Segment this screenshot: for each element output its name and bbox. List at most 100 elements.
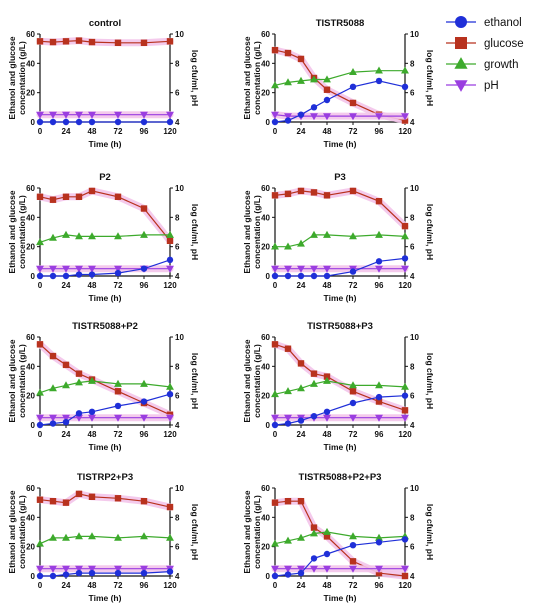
glucose-point bbox=[88, 493, 96, 500]
ethanol-point bbox=[284, 420, 292, 427]
left-tick-label: 0 bbox=[31, 272, 36, 281]
growth-point bbox=[375, 230, 383, 238]
pH-point bbox=[401, 265, 409, 273]
x-tick-label: 48 bbox=[323, 281, 332, 290]
ethanol-point bbox=[401, 536, 409, 543]
left-tick-label: 0 bbox=[266, 118, 271, 127]
glucose-line bbox=[274, 500, 406, 577]
pH-point bbox=[375, 414, 383, 422]
ethanol-point bbox=[114, 402, 122, 410]
growth-point bbox=[323, 230, 331, 238]
x-tick-label: 0 bbox=[273, 127, 278, 136]
panel-title: control bbox=[89, 18, 121, 29]
y-axis-label-line: Ethanol and glucose bbox=[7, 339, 17, 422]
ethanol-point bbox=[297, 111, 305, 118]
y-axis-label-line: Ethanol and glucose bbox=[7, 36, 17, 119]
panel-title: P3 bbox=[334, 172, 346, 183]
y2-axis-label: log cfu/ml, pH bbox=[425, 353, 435, 409]
ethanol-point bbox=[349, 399, 357, 407]
glucose-point bbox=[62, 193, 70, 200]
y-axis-label-line: concentation (g/L) bbox=[17, 344, 27, 418]
glucose-line bbox=[39, 190, 171, 242]
glucose-point bbox=[349, 388, 357, 395]
x-tick-label: 48 bbox=[88, 581, 97, 590]
left-tick-label: 40 bbox=[261, 213, 270, 222]
glucose-point bbox=[36, 38, 44, 45]
glucose-point bbox=[49, 498, 57, 505]
x-tick-label: 0 bbox=[38, 281, 43, 290]
x-axis-label: Time (h) bbox=[324, 293, 357, 303]
pH-point bbox=[401, 414, 409, 422]
chart-panel: P3 0 20 40 60 4 6 8 10 0 24 48 72 96 120 Time (h) Ethano… bbox=[242, 172, 435, 303]
glucose-point bbox=[166, 38, 174, 45]
growth-point bbox=[375, 66, 383, 74]
x-tick-label: 96 bbox=[140, 127, 149, 136]
growth-point bbox=[49, 384, 57, 392]
ethanol-point bbox=[49, 272, 57, 280]
growth-point bbox=[349, 67, 357, 76]
pH-point bbox=[49, 265, 57, 273]
glucose-point bbox=[401, 407, 409, 414]
x-tick-label: 120 bbox=[398, 127, 412, 136]
growth-line bbox=[274, 531, 406, 545]
ethanol-point bbox=[349, 83, 357, 91]
right-tick-label: 6 bbox=[175, 243, 180, 252]
glucose-point bbox=[114, 39, 122, 46]
ethanol-point bbox=[88, 271, 96, 278]
ethanol-point bbox=[36, 272, 44, 280]
glucose-point bbox=[310, 370, 318, 377]
ethanol-point bbox=[140, 118, 148, 126]
ethanol-point bbox=[62, 418, 70, 426]
x-tick-label: 72 bbox=[114, 127, 123, 136]
left-tick-label: 20 bbox=[26, 392, 35, 401]
pH-point bbox=[114, 414, 122, 422]
y-axis-label: Ethanol and glucoseconcentation (g/L) bbox=[242, 339, 262, 422]
x-tick-label: 24 bbox=[62, 430, 71, 439]
right-tick-label: 8 bbox=[175, 362, 180, 371]
glucose-point bbox=[88, 38, 96, 46]
x-tick-label: 120 bbox=[163, 581, 177, 590]
x-tick-label: 24 bbox=[297, 281, 306, 290]
pH-point bbox=[62, 111, 70, 119]
x-tick-label: 72 bbox=[114, 281, 123, 290]
right-tick-label: 4 bbox=[410, 272, 415, 281]
panel-title: TISTR5088+P3 bbox=[307, 321, 373, 332]
x-tick-label: 120 bbox=[398, 281, 412, 290]
ethanol-point bbox=[271, 272, 279, 280]
glucose-point bbox=[166, 237, 174, 244]
y2-axis-label: log cfu/ml, pH bbox=[425, 50, 435, 106]
panel-title: TISTR5088+P2+P3 bbox=[299, 472, 382, 483]
left-tick-label: 0 bbox=[31, 572, 36, 581]
left-tick-label: 60 bbox=[261, 333, 270, 342]
pH-point bbox=[271, 111, 279, 119]
glucose-point bbox=[349, 99, 357, 107]
glucose-point bbox=[166, 503, 174, 511]
glucose-point bbox=[323, 86, 331, 93]
chart-panel: P2 0 20 40 60 4 6 8 10 0 24 48 72 96 120 Time (h) Ethano… bbox=[7, 172, 200, 303]
growth-point bbox=[323, 527, 331, 535]
glucose-point bbox=[75, 193, 83, 200]
ethanol-point bbox=[166, 256, 174, 264]
growth-line bbox=[275, 234, 406, 248]
growth-point bbox=[284, 242, 292, 250]
growth-point bbox=[114, 379, 122, 387]
pH-point bbox=[349, 113, 357, 121]
pH-point bbox=[36, 265, 44, 273]
ethanol-point bbox=[401, 255, 409, 262]
pH-point bbox=[323, 113, 331, 121]
pH-point bbox=[114, 111, 122, 119]
growth-point bbox=[140, 532, 148, 540]
glucose-error-band bbox=[271, 497, 409, 580]
ethanol-point bbox=[284, 571, 292, 578]
right-tick-label: 10 bbox=[410, 184, 419, 193]
y-axis-label-line: Ethanol and glucose bbox=[242, 490, 252, 573]
ethanol-point bbox=[36, 421, 44, 429]
x-tick-label: 0 bbox=[38, 430, 43, 439]
y-axis-label-line: concentation (g/L) bbox=[252, 495, 262, 569]
y-axis-label-line: concentation (g/L) bbox=[252, 41, 262, 115]
right-tick-label: 6 bbox=[410, 243, 415, 252]
ethanol-line bbox=[40, 571, 171, 577]
pH-point bbox=[49, 414, 57, 422]
legend-marker bbox=[454, 80, 468, 92]
